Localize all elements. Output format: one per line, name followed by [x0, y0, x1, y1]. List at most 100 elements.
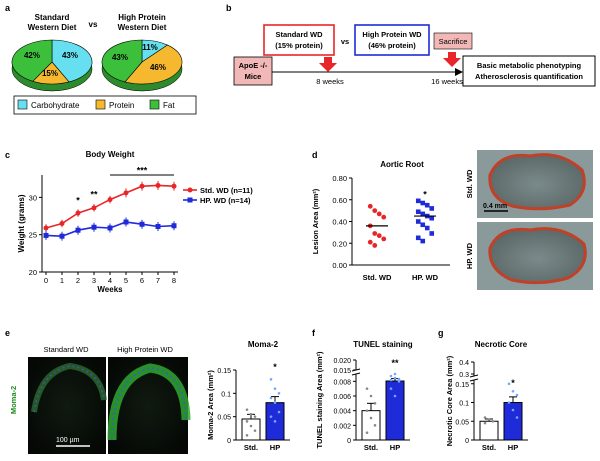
- x-tick-label: 8: [172, 276, 176, 285]
- scatter-point-std: [376, 211, 382, 217]
- scatter-point-hp: [420, 238, 426, 244]
- panel-f: f TUNEL staining 0 0.002 0.004 0.006 0.008 0.0…: [312, 328, 413, 452]
- data-dot: [393, 372, 397, 376]
- x-tick-label: 0: [44, 276, 48, 285]
- data-dot: [511, 408, 515, 412]
- y-axis-label: Lesion Area (mm²): [311, 188, 320, 254]
- aortic-root-chart: Aortic Root 0.00 0.20 0.40 0.60 0.80 Lesion Ar…: [311, 160, 450, 282]
- y-tick-label: 0.1: [221, 391, 231, 398]
- pie-value-label-carbohydrate: 11%: [142, 43, 158, 52]
- data-dot: [245, 420, 249, 423]
- x-tick-label: 5: [124, 276, 128, 285]
- outcome-box: [462, 55, 596, 87]
- data-point-hp: [107, 225, 113, 231]
- scatter-point-hp: [415, 235, 421, 241]
- data-dot: [511, 389, 515, 393]
- scatter-point-hp: [415, 209, 421, 215]
- y-axis-label: Weight (grams): [17, 194, 26, 252]
- legend-swatch-fat: [149, 99, 160, 110]
- data-point-hp: [171, 223, 177, 229]
- panel-e: e Standard WD High Protein WD Moma-2 100…: [5, 328, 290, 454]
- scatter-point-hp: [420, 200, 426, 206]
- pie-value-label-protein: 46%: [150, 63, 166, 72]
- x-tick-label: 3: [92, 276, 96, 285]
- y-tick-label: 0: [465, 438, 469, 445]
- data-dot: [249, 424, 253, 428]
- pie-slice-protein: [124, 44, 183, 85]
- y-tick-label: 0.60: [332, 196, 347, 205]
- y-tick-label: 0.1: [459, 401, 469, 408]
- img-title-high-protein: High Protein WD: [117, 345, 173, 354]
- y-tick-label: 0.15: [455, 382, 469, 389]
- data-dot: [397, 377, 401, 381]
- x-tick-label: 2: [76, 276, 80, 285]
- scatter-point-hp: [424, 202, 430, 208]
- pie-value-label-carbohydrate: 43%: [62, 51, 78, 60]
- sig-weeks4-8: ***: [137, 166, 148, 176]
- fluor-scale-label: 100 µm: [56, 437, 80, 444]
- mice-box: [233, 56, 273, 86]
- data-dot: [369, 416, 373, 420]
- data-dot: [487, 418, 491, 421]
- axis-break-mark: [469, 378, 479, 382]
- data-point-std: [139, 183, 145, 189]
- data-dot: [397, 380, 401, 383]
- sig-marker: *: [273, 362, 277, 372]
- data-dot: [273, 387, 277, 390]
- x-category-label: Std.: [482, 443, 496, 452]
- bar-hp: [503, 402, 523, 441]
- week8-arrow-icon: [319, 57, 337, 72]
- x-category-label: HP. WD: [412, 273, 439, 282]
- fluor-standard-nuclei: [33, 365, 105, 413]
- data-dot: [245, 408, 249, 411]
- micrograph-label-hp: HP. WD: [465, 242, 474, 269]
- data-point-std: [75, 210, 81, 216]
- legend-label: Std. WD (n=11): [200, 186, 253, 195]
- data-dot: [249, 413, 253, 416]
- diet2-title-line2: Western Diet: [118, 23, 167, 32]
- micrograph-label-std: Std. WD: [465, 169, 474, 198]
- y-tick-label: 0.20: [332, 239, 347, 248]
- chart-title: Necrotic Core: [475, 340, 528, 349]
- data-dot: [365, 387, 369, 390]
- panel-d: d Aortic Root 0.00 0.20 0.40 0.60 0.80 Lesion …: [311, 150, 593, 290]
- data-dot: [507, 382, 511, 386]
- scatter-point-std: [367, 203, 373, 209]
- y-tick-label: 0.3: [459, 372, 469, 379]
- axis-break-mark: [469, 374, 479, 378]
- pie-slice-fat: [11, 39, 53, 82]
- data-dot: [269, 396, 273, 400]
- data-point-std: [59, 221, 65, 226]
- body-weight-chart: Body Weight 20 25 30 0 1 2 3 4 5 6 7 8 Weeks Weight (g…: [17, 150, 253, 294]
- pie-standard-diet: 43% 15%42%: [11, 39, 93, 92]
- data-dot: [373, 402, 377, 405]
- sig-marker: *: [511, 378, 515, 388]
- data-dot: [491, 419, 495, 423]
- y-tick-label: 0.015: [333, 368, 351, 375]
- panel-letter-c: c: [5, 150, 10, 160]
- y-axis-label: TUNEL staining Area (mm²): [315, 351, 324, 449]
- scatter-point-hp: [420, 222, 426, 228]
- diet-vs-label: vs: [89, 20, 98, 29]
- legend-marker: [187, 197, 193, 203]
- axis-break-gap: [470, 376, 478, 380]
- x-tick-label: 1: [60, 276, 64, 285]
- data-dot: [483, 421, 487, 425]
- data-dot: [393, 376, 397, 380]
- legend-label-fat: Fat: [163, 101, 175, 110]
- scatter-point-hp: [424, 225, 430, 231]
- scatter-point-std: [381, 236, 387, 242]
- data-dot: [483, 416, 487, 419]
- x-category-label: Std.: [364, 443, 378, 452]
- outcome-line1: Basic metabolic phenotyping: [477, 61, 582, 70]
- y-tick-label: 0.002: [333, 423, 351, 430]
- data-point-hp: [43, 232, 49, 238]
- pie-value-label-protein: 15%: [42, 69, 58, 78]
- data-dot: [365, 409, 369, 412]
- y-tick-label: 0.05: [455, 419, 469, 426]
- protocol-vs-label: vs: [341, 37, 349, 46]
- data-dot: [389, 378, 393, 382]
- x-tick-label: 7: [156, 276, 160, 285]
